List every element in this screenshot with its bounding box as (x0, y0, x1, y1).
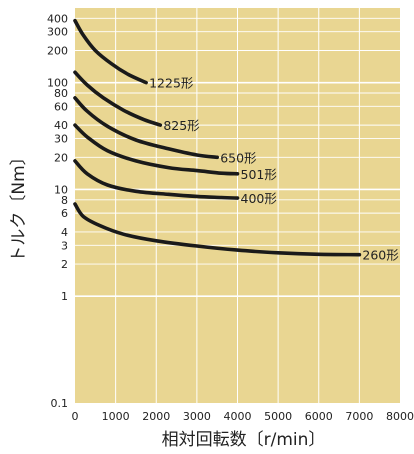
y-tick-label: 80 (54, 87, 68, 100)
y-tick-label: 200 (47, 44, 68, 57)
y-tick-label: 20 (54, 151, 68, 164)
series-lines (73, 18, 362, 257)
x-tick-label: 3000 (183, 410, 211, 423)
x-tick-label: 0 (72, 410, 79, 423)
series-label-1: 825形 (163, 118, 200, 133)
y-tick-label: 400 (47, 12, 68, 25)
x-tick-label: 6000 (305, 410, 333, 423)
y-tick-label: 3 (61, 239, 68, 252)
y-tick-label: 8 (61, 194, 68, 207)
series-label-2: 650形 (220, 150, 257, 165)
series-label-5: 260形 (362, 248, 399, 263)
series-line-2 (73, 96, 219, 160)
y-tick-label: 10 (54, 183, 68, 196)
y-tick-label: 1 (61, 290, 68, 303)
y-tick-label: 300 (47, 26, 68, 39)
x-tick-label: 2000 (142, 410, 170, 423)
series-labels: 1225形 825形 650形 501形 400形 260形 (149, 76, 399, 263)
y-tick-label: 30 (54, 132, 68, 145)
x-tick-label: 1000 (102, 410, 130, 423)
series-line-4 (73, 159, 240, 200)
series-line-0 (73, 18, 148, 85)
series-label-4: 400形 (241, 191, 278, 206)
series-line-3 (73, 123, 240, 176)
series-label-3: 501形 (241, 167, 278, 182)
y-tick-label: 0.1 (51, 397, 69, 410)
y-tick-label: 2 (61, 258, 68, 271)
y-tick-label: 100 (47, 77, 68, 90)
y-axis-title: トルク〔Nm〕 (9, 148, 29, 262)
grid (75, 8, 400, 403)
y-tick-label: 4 (61, 226, 68, 239)
y-tick-label: 60 (54, 100, 68, 113)
series-label-0: 1225形 (149, 76, 194, 91)
series-line-5 (73, 202, 362, 257)
x-axis-title: 相対回転数〔r/min〕 (162, 430, 326, 450)
x-tick-label: 5000 (264, 410, 292, 423)
y-tick-label: 6 (61, 207, 68, 220)
x-axis-ticks: 0 1000 2000 3000 4000 5000 6000 7000 8000 (72, 410, 414, 423)
x-tick-label: 4000 (224, 410, 252, 423)
series-line-1 (73, 70, 163, 127)
x-tick-label: 7000 (345, 410, 373, 423)
y-tick-label: 40 (54, 119, 68, 132)
x-tick-label: 8000 (386, 410, 414, 423)
